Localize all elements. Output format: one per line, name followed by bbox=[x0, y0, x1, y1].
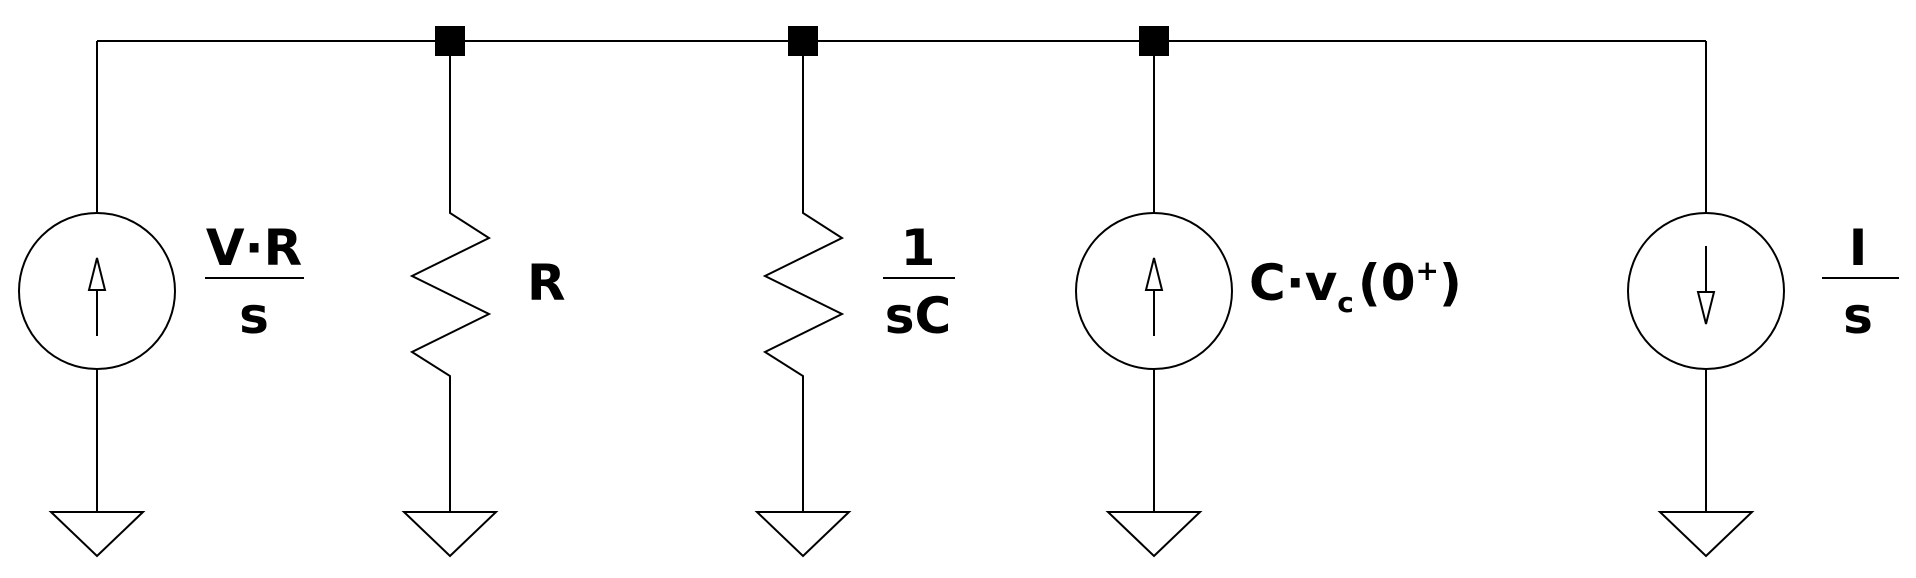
impedance-1-over-sc bbox=[762, 41, 845, 512]
label-denominator: s bbox=[239, 287, 269, 345]
current-source-1 bbox=[18, 41, 176, 512]
label-close: ) bbox=[1439, 254, 1462, 312]
label-1-over-sc: 1 sC bbox=[883, 219, 955, 345]
label-v-r-over-s: V·R s bbox=[205, 219, 304, 345]
resistor-r-wire bbox=[409, 41, 492, 512]
label-numerator: I bbox=[1849, 219, 1868, 277]
resistor-r bbox=[409, 41, 492, 512]
label-denominator: s bbox=[1843, 287, 1873, 345]
label-c-vc-0-plus: C·vc(0+) bbox=[1249, 254, 1462, 319]
label-subscript: c bbox=[1337, 286, 1354, 319]
current-source-2 bbox=[1075, 41, 1233, 512]
ground-icon bbox=[401, 511, 499, 558]
label-numerator: 1 bbox=[901, 219, 936, 277]
down-arrow-icon bbox=[1696, 246, 1716, 325]
label-superscript: + bbox=[1416, 254, 1439, 287]
ground-icon bbox=[1105, 511, 1203, 558]
label-numerator: V·R bbox=[206, 219, 302, 277]
ground-icon bbox=[1657, 511, 1755, 558]
ground-icon bbox=[48, 511, 146, 558]
current-source-3 bbox=[1627, 41, 1785, 512]
label-r: R bbox=[527, 254, 566, 312]
up-arrow-icon bbox=[1144, 257, 1164, 336]
up-arrow-icon bbox=[87, 257, 107, 336]
ground-icon bbox=[754, 511, 852, 558]
label-denominator: sC bbox=[885, 287, 951, 345]
impedance-wire bbox=[762, 41, 845, 512]
label-i-over-s: I s bbox=[1822, 219, 1899, 345]
label-base: C·v bbox=[1249, 254, 1337, 312]
label-open: (0 bbox=[1358, 254, 1416, 312]
